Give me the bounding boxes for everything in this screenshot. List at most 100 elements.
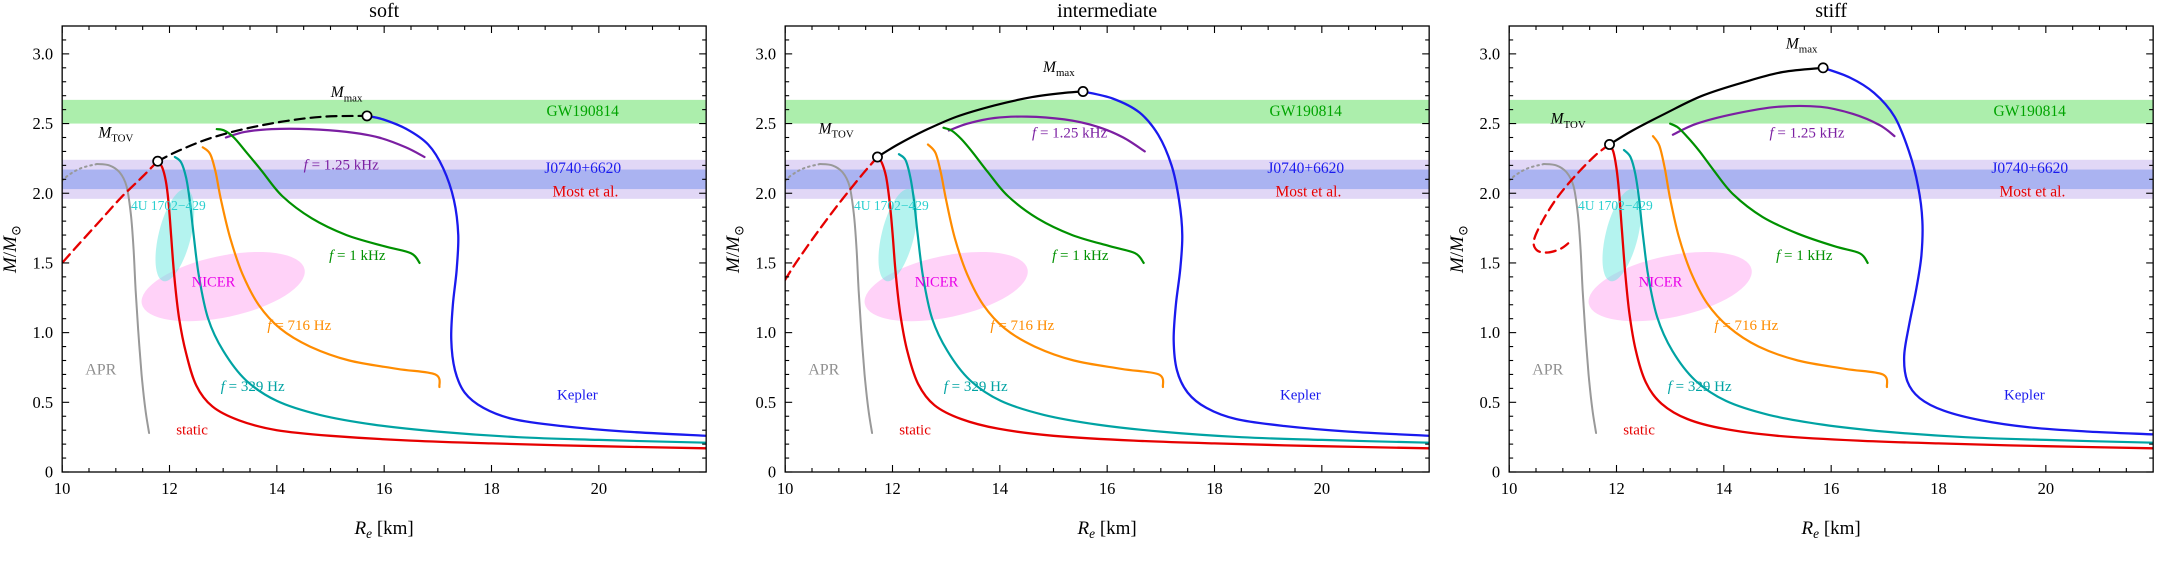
series-apr-unstable bbox=[785, 163, 822, 182]
y-axis-label: M/M⊙ bbox=[0, 225, 23, 274]
static-label: static bbox=[176, 422, 208, 438]
j0740-label: J0740+6620 bbox=[1268, 160, 1345, 177]
series-apr-unstable bbox=[62, 163, 99, 182]
nicer-ellipse bbox=[864, 251, 1029, 322]
series-f-1-khz bbox=[215, 128, 421, 264]
series-kepler bbox=[365, 114, 707, 437]
svg-text:18: 18 bbox=[1207, 479, 1224, 498]
f1k-label: f = 1 kHz bbox=[1776, 248, 1833, 264]
x-axis-label: Re [km] bbox=[1800, 518, 1860, 541]
kepler-label: Kepler bbox=[557, 388, 598, 404]
mtov-label: MTOV bbox=[97, 125, 133, 145]
tick-labels: 10 12 14 16 18 20 0 0.5 1.0 1.5 2.0 2.5 3.0 bbox=[756, 44, 1331, 498]
kepler-label: Kepler bbox=[2004, 388, 2045, 404]
f716-label: f = 716 Hz bbox=[1714, 318, 1778, 334]
j0740-band bbox=[785, 169, 1430, 190]
svg-text:20: 20 bbox=[591, 479, 608, 498]
svg-text:12: 12 bbox=[1608, 479, 1625, 498]
svg-text:0: 0 bbox=[768, 463, 776, 482]
svg-text:0.5: 0.5 bbox=[33, 393, 54, 412]
u1702-ellipse bbox=[878, 188, 918, 282]
series-f-329-hz bbox=[898, 153, 1430, 444]
panel-title: stiff bbox=[1815, 0, 1847, 22]
kepler-label: Kepler bbox=[1280, 388, 1321, 404]
static-label: static bbox=[1623, 422, 1655, 438]
series-apr-unstable bbox=[1508, 163, 1545, 182]
f125-label: f = 1.25 kHz bbox=[1032, 126, 1107, 142]
j0740-label: J0740+6620 bbox=[544, 160, 621, 177]
panel-intermediate: 10 12 14 16 18 20 0 0.5 1.0 1.5 2.0 2.5 3.0 MTOV Mmax G… bbox=[723, 0, 1446, 564]
nicer-ellipse bbox=[141, 251, 305, 322]
svg-text:20: 20 bbox=[1314, 479, 1331, 498]
j0740-label: J0740+6620 bbox=[1991, 160, 2068, 177]
mmax-marker bbox=[361, 110, 373, 122]
nicer-label: NICER bbox=[192, 275, 236, 291]
mmax-label: Mmax bbox=[1785, 35, 1818, 55]
gw190814-label: GW190814 bbox=[1993, 103, 2066, 120]
f1k-label: f = 1 kHz bbox=[1052, 248, 1109, 264]
svg-text:3.0: 3.0 bbox=[33, 44, 54, 63]
series-f-329-hz bbox=[173, 155, 707, 444]
tick-labels: 10 12 14 16 18 20 0 0.5 1.0 1.5 2.0 2.5 3.0 bbox=[1479, 44, 2054, 498]
series-f-1-khz bbox=[1668, 122, 1869, 264]
svg-text:10: 10 bbox=[1501, 479, 1518, 498]
f125-label: f = 1.25 kHz bbox=[1769, 126, 1844, 142]
series-f-329-hz bbox=[1622, 148, 2153, 444]
chart-stiff-eos: 10 12 14 16 18 20 0 0.5 1.0 1.5 2.0 2.5 3.0 MTOV Mmax G… bbox=[1447, 0, 2154, 541]
svg-text:1.0: 1.0 bbox=[33, 323, 54, 342]
gw190814-band bbox=[62, 99, 707, 124]
nicer-label: NICER bbox=[915, 275, 959, 291]
u1702-label: 4U 1702−429 bbox=[854, 198, 929, 213]
apr-label: APR bbox=[809, 361, 840, 378]
mmax-marker bbox=[1817, 62, 1829, 74]
svg-text:14: 14 bbox=[1715, 479, 1732, 498]
mtov-label: MTOV bbox=[1549, 111, 1585, 131]
j0740-band bbox=[1508, 169, 2153, 190]
svg-text:1.0: 1.0 bbox=[1479, 323, 1500, 342]
series-static bbox=[876, 155, 1430, 450]
svg-text:16: 16 bbox=[376, 479, 393, 498]
u1702-ellipse bbox=[155, 188, 195, 282]
svg-text:2.0: 2.0 bbox=[1479, 184, 1500, 203]
svg-text:2.0: 2.0 bbox=[33, 184, 54, 203]
series-max-mass-line bbox=[876, 90, 1085, 159]
nicer-label: NICER bbox=[1638, 275, 1682, 291]
axis-ticks bbox=[784, 26, 1430, 473]
panel-soft: 10 12 14 16 18 20 0 0.5 1.0 1.5 2.0 2.5 3.0 MTOV Mmax G… bbox=[0, 0, 723, 564]
f125-label: f = 1.25 kHz bbox=[304, 158, 379, 174]
gw190814-band bbox=[785, 99, 1430, 124]
mtov-label: MTOV bbox=[818, 120, 854, 140]
gw190814-label: GW190814 bbox=[547, 103, 620, 120]
j0740-band bbox=[62, 169, 707, 190]
most-label: Most et al. bbox=[552, 184, 618, 201]
panel-title: intermediate bbox=[1058, 0, 1158, 22]
svg-text:3.0: 3.0 bbox=[756, 44, 777, 63]
static-label: static bbox=[900, 422, 932, 438]
f716-label: f = 716 Hz bbox=[991, 318, 1055, 334]
y-axis-label: M/M⊙ bbox=[723, 225, 746, 274]
y-axis-label: M/M⊙ bbox=[1447, 225, 1470, 274]
mtov-marker bbox=[872, 151, 884, 163]
x-axis-label: Re [km] bbox=[1077, 518, 1137, 541]
svg-text:1.0: 1.0 bbox=[756, 323, 777, 342]
series-f-716-hz bbox=[201, 146, 441, 389]
x-axis-label: Re [km] bbox=[354, 518, 414, 541]
series-max-mass-line bbox=[156, 114, 369, 163]
svg-text:0.5: 0.5 bbox=[1479, 393, 1500, 412]
svg-text:2.5: 2.5 bbox=[1479, 114, 1500, 133]
f716-label: f = 716 Hz bbox=[267, 318, 331, 334]
svg-text:10: 10 bbox=[54, 479, 71, 498]
series-static-unstable bbox=[785, 155, 879, 281]
f329-label: f = 329 Hz bbox=[221, 379, 285, 395]
gw190814-label: GW190814 bbox=[1270, 103, 1343, 120]
svg-text:2.5: 2.5 bbox=[33, 114, 54, 133]
svg-text:18: 18 bbox=[483, 479, 500, 498]
most-label: Most et al. bbox=[1999, 184, 2065, 201]
svg-text:12: 12 bbox=[161, 479, 178, 498]
svg-text:10: 10 bbox=[777, 479, 794, 498]
series-static-unstable bbox=[62, 160, 159, 265]
series-f-1-khz bbox=[942, 126, 1146, 264]
f329-label: f = 329 Hz bbox=[944, 379, 1008, 395]
svg-text:1.5: 1.5 bbox=[756, 253, 777, 272]
svg-text:3.0: 3.0 bbox=[1479, 44, 1500, 63]
